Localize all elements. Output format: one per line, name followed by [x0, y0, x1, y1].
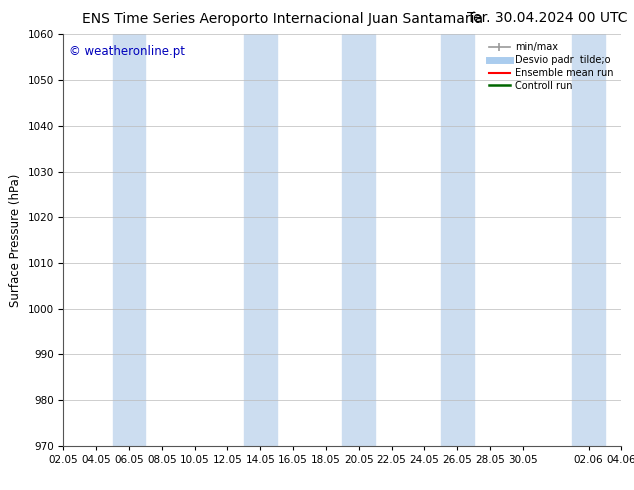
Text: Ter. 30.04.2024 00 UTC: Ter. 30.04.2024 00 UTC — [467, 11, 628, 25]
Y-axis label: Surface Pressure (hPa): Surface Pressure (hPa) — [9, 173, 22, 307]
Text: © weatheronline.pt: © weatheronline.pt — [69, 45, 185, 58]
Bar — [244, 34, 276, 446]
Legend: min/max, Desvio padr  tilde;o, Ensemble mean run, Controll run: min/max, Desvio padr tilde;o, Ensemble m… — [486, 39, 616, 94]
Bar — [441, 34, 474, 446]
Bar — [342, 34, 375, 446]
Bar — [113, 34, 145, 446]
Text: ENS Time Series Aeroporto Internacional Juan Santamaría: ENS Time Series Aeroporto Internacional … — [82, 11, 484, 26]
Bar — [572, 34, 605, 446]
